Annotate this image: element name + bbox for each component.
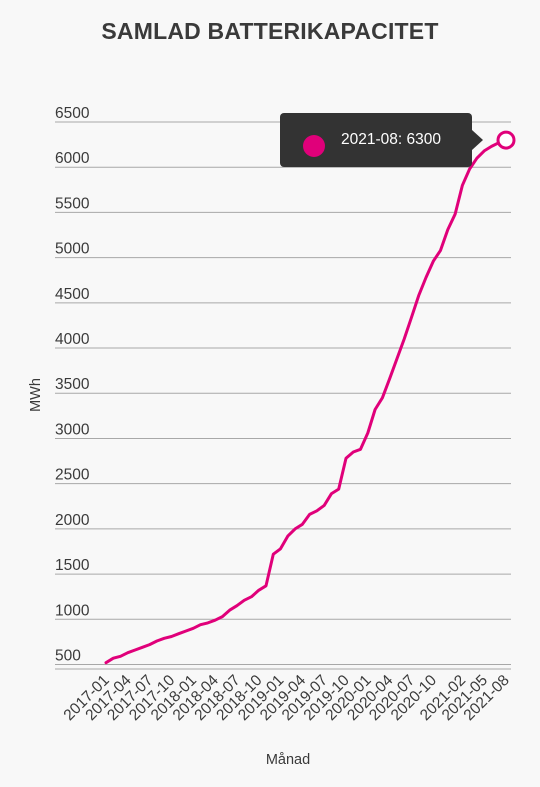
grid-layer — [55, 121, 511, 670]
y-tick-label: 4000 — [55, 331, 90, 348]
x-tick-labels: 2017-012017-042017-072017-102018-012018-… — [61, 672, 513, 725]
tooltip-arrow — [472, 130, 483, 150]
y-tick-labels: 500 1000 1500 2000 2500 3000 3500 4000 4500 5000 5… — [55, 105, 90, 664]
tooltip-text: 2021-08: 6300 — [341, 131, 441, 148]
y-tick-label: 5500 — [55, 195, 90, 212]
y-tick-label: 5000 — [55, 241, 90, 258]
x-axis-title: Månad — [266, 752, 310, 768]
y-tick-label: 1000 — [55, 602, 90, 619]
y-tick-label: 2500 — [55, 467, 90, 484]
chart-title: SAMLAD BATTERIKAPACITET — [101, 18, 439, 44]
y-tick-label: 500 — [55, 647, 81, 664]
tooltip-color-swatch — [303, 135, 325, 157]
y-tick-label: 3000 — [55, 421, 90, 438]
tooltip-box — [280, 113, 472, 167]
tooltip: 2021-08: 6300 — [280, 113, 483, 167]
y-tick-label: 2000 — [55, 512, 90, 529]
y-tick-label: 6500 — [55, 105, 90, 122]
y-tick-label: 4500 — [55, 286, 90, 303]
series-line — [104, 138, 508, 665]
y-axis-title: MWh — [28, 378, 44, 412]
y-tick-label: 3500 — [55, 376, 90, 393]
y-tick-label: 1500 — [55, 557, 90, 574]
y-tick-label: 6000 — [55, 150, 90, 167]
hovered-data-point[interactable] — [496, 130, 516, 150]
